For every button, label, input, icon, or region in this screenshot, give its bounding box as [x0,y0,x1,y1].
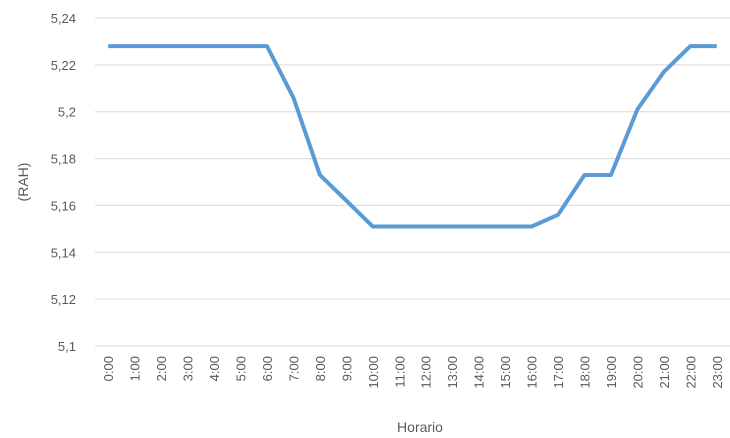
x-tick-label: 9:00 [339,356,354,381]
y-axis-ticks: 5,1 5,12 5,14 5,16 5,18 5,2 5,22 5,24 [51,11,76,354]
x-axis-ticks: 0:00 1:00 2:00 3:00 4:00 5:00 6:00 7:00 8:00 9:00… [101,356,725,389]
x-tick-label: 1:00 [128,356,143,381]
x-tick-label: 8:00 [313,356,328,381]
x-tick-label: 21:00 [657,356,672,389]
x-tick-label: 11:00 [392,356,407,388]
x-tick-label: 12:00 [419,356,434,389]
x-tick-label: 19:00 [604,356,619,389]
x-tick-label: 4:00 [207,356,222,381]
x-tick-label: 23:00 [710,356,725,389]
x-tick-label: 22:00 [683,356,698,389]
x-tick-label: 15:00 [498,356,513,389]
y-tick-label: 5,18 [51,152,76,167]
x-tick-label: 16:00 [525,356,540,389]
y-tick-label: 5,22 [51,58,76,73]
x-tick-label: 18:00 [577,356,592,389]
x-tick-label: 6:00 [260,356,275,381]
x-tick-label: 10:00 [366,356,381,389]
x-tick-label: 14:00 [472,356,487,389]
y-tick-label: 5,2 [58,105,76,120]
x-tick-label: 7:00 [286,356,301,381]
series-line [108,44,717,229]
y-tick-label: 5,16 [51,198,76,213]
series-layer [108,44,717,229]
y-tick-label: 5,24 [51,11,76,26]
y-tick-label: 5,12 [51,292,76,307]
y-axis-title: (RAH) [15,163,31,202]
x-tick-label: 2:00 [154,356,169,381]
gridlines [95,17,730,347]
y-tick-label: 5,1 [58,339,76,354]
x-tick-label: 13:00 [445,356,460,389]
x-tick-label: 5:00 [234,356,249,381]
x-tick-label: 0:00 [101,356,116,381]
x-axis-title: Horario [397,419,443,435]
x-tick-label: 17:00 [551,356,566,389]
y-tick-label: 5,14 [51,245,76,260]
x-tick-label: 20:00 [630,356,645,389]
x-tick-label: 3:00 [181,356,196,381]
